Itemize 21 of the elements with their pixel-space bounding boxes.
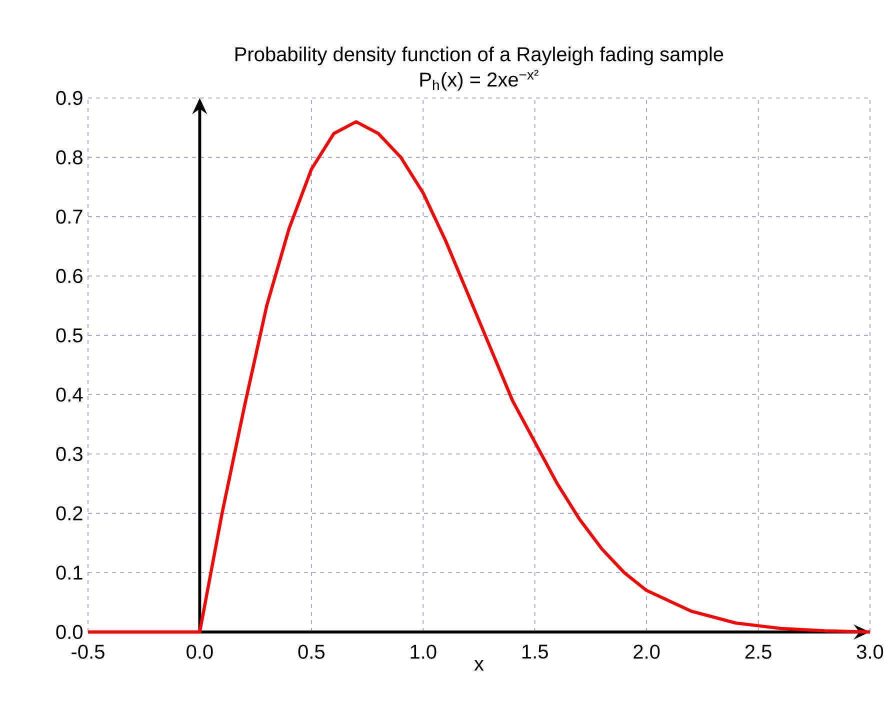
x-tick-label: 1.5 (522, 644, 548, 659)
x-tick-label: 0.0 (186, 644, 213, 659)
x-tick-label: 2.5 (745, 644, 772, 659)
y-tick-label: 0.5 (56, 328, 82, 342)
y-tick-label: 0.4 (56, 388, 83, 402)
y-tick-label: 0.3 (56, 446, 82, 462)
x-axis-title: x (474, 660, 484, 671)
x-tick-label: 0.5 (298, 644, 324, 659)
chart-title: Probability density function of a Rayleigh fading sample (235, 46, 724, 66)
x-tick-label: 1.0 (410, 644, 436, 659)
x-tick-label: 2.0 (634, 644, 660, 659)
y-tick-label: 0.2 (56, 506, 82, 520)
chart-subtitle: P$_{h}$(x) = 2xe$^{−x²}$ (420, 70, 538, 91)
y-tick-label: 0.1 (56, 566, 82, 580)
y-tick-label: 0.0 (56, 624, 82, 640)
x-tick-label: -0.5 (72, 644, 104, 659)
y-tick-label: 0.9 (56, 90, 82, 106)
x-tick-label: 3.0 (856, 644, 884, 659)
y-tick-label: 0.8 (56, 150, 82, 164)
y-tick-label: 0.7 (56, 210, 82, 224)
y-tick-label: 0.6 (56, 268, 82, 284)
